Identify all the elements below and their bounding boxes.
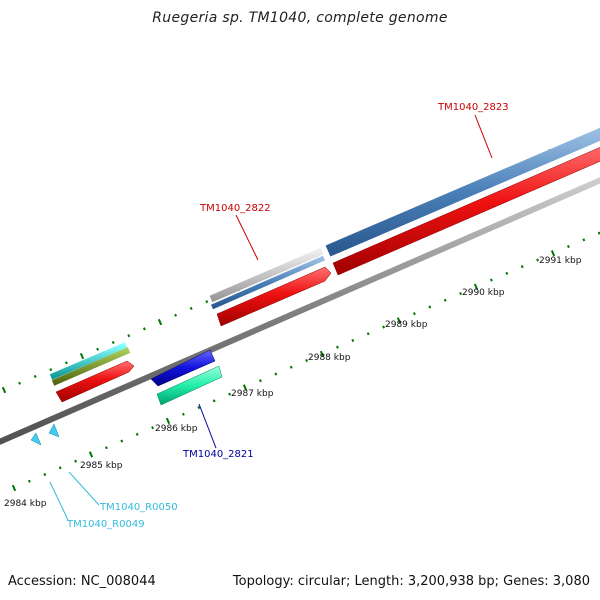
minor-tick [289,365,293,369]
minor-tick [74,459,78,463]
minor-tick [127,334,131,338]
trna-tm1040-r0050[interactable] [48,423,60,438]
map-title: Ruegeria sp. TM1040, complete genome [152,10,448,26]
cog-track-cyan [49,342,128,380]
gene-label-tm1040-r0049[interactable]: TM1040_R0049 [66,519,145,530]
minor-tick [536,258,540,262]
minor-tick [135,432,139,436]
minor-tick [151,426,155,430]
minor-tick [305,359,309,363]
leader-2822 [235,214,259,261]
tick-label: 2989 kbp [385,320,428,330]
minor-tick [443,298,447,302]
minor-tick [49,368,53,372]
minor-tick [96,347,100,351]
tick-label: 2987 kbp [231,389,274,399]
minor-tick [274,372,278,376]
minor-tick [382,325,386,329]
tick-label: 2984 kbp [4,499,47,509]
cds-forward-left[interactable] [55,360,135,403]
minor-tick [228,392,232,396]
major-tick [79,352,85,360]
minor-tick [459,292,463,296]
minor-tick [189,306,193,310]
minor-tick [58,466,62,470]
minor-tick [428,305,432,309]
minor-tick [205,300,209,304]
minor-tick [412,312,416,316]
major-tick [88,451,94,458]
major-tick [157,318,163,326]
major-tick [396,317,402,324]
minor-tick [351,338,355,342]
minor-tick [27,479,31,483]
trna-tm1040-r0049[interactable] [30,432,42,446]
minor-tick [43,473,47,477]
minor-tick [335,345,339,349]
tick-label: 2986 kbp [155,424,198,434]
minor-tick [520,265,524,269]
cds-reverse-green[interactable] [156,365,223,406]
major-tick [319,350,325,357]
tick-label: 2990 kbp [462,288,505,298]
tick-label: 2985 kbp [80,461,123,471]
leader-r0050 [68,471,100,506]
major-tick [165,417,171,425]
tick-label: 2988 kbp [308,353,351,363]
minor-tick [33,374,37,378]
leader-2821 [198,403,217,449]
accession-label: Accession: NC_008044 [8,574,156,589]
minor-tick [142,327,146,331]
cds-tm1040-2821[interactable] [150,349,216,387]
major-tick [473,283,479,290]
genome-backbone [0,177,600,445]
minor-tick [582,238,586,242]
major-tick [1,386,7,394]
minor-tick [64,361,68,365]
tick-labels: 2984 kbp 2985 kbp 2986 kbp 2987 kbp 2988… [4,256,582,509]
cds-tm1040-2822[interactable] [216,266,332,327]
major-tick [11,484,17,492]
minor-tick [505,271,509,275]
minor-tick [366,332,370,336]
gene-label-tm1040-2821[interactable]: TM1040_2821 [182,449,254,460]
tick-label: 2991 kbp [539,256,582,266]
gene-label-tm1040-2822[interactable]: TM1040_2822 [199,203,271,214]
cog-track-steel-2823 [325,127,600,257]
cds-tm1040-2823[interactable] [332,143,600,276]
cog-track-olive [51,347,131,386]
minor-tick [489,278,493,282]
cog-track-gray [209,247,324,303]
major-tick [242,384,248,391]
leader-r0049 [49,481,69,521]
minor-tick [181,412,185,416]
minor-tick [111,340,115,344]
minor-tick [104,446,108,450]
topology-label: Topology: circular; Length: 3,200,938 bp… [232,574,590,589]
major-tick [550,250,556,257]
minor-tick [120,439,124,443]
minor-tick [174,313,178,317]
minor-tick [18,381,22,385]
leader-2823 [474,114,493,159]
minor-tick [258,379,262,383]
gene-label-tm1040-2823[interactable]: TM1040_2823 [437,102,509,113]
minor-tick [212,399,216,403]
minor-tick [197,406,201,410]
cog-track-steel-2822 [210,255,326,310]
gene-label-tm1040-r0050[interactable]: TM1040_R0050 [99,502,178,513]
gene-labels: TM1040_2823 TM1040_2822 TM1040_2821 TM10… [66,102,509,530]
minor-tick [566,245,570,249]
